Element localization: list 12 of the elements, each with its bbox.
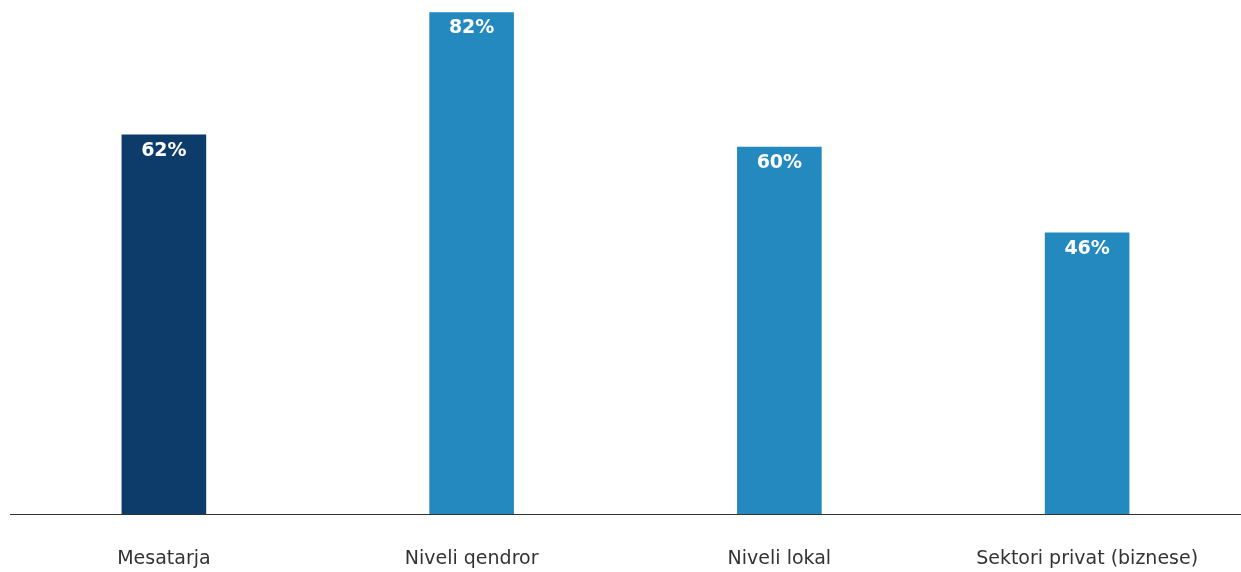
- bar: [429, 12, 514, 514]
- data-label: 60%: [756, 149, 803, 172]
- data-label: 82%: [448, 15, 495, 38]
- bar: [737, 146, 822, 514]
- x-tick-label: Niveli qendror: [404, 545, 539, 568]
- data-label: 46%: [1064, 235, 1110, 258]
- data-label: 62%: [141, 137, 187, 160]
- x-tick-label: Mesatarja: [117, 545, 211, 568]
- bar: [121, 134, 207, 514]
- x-tick-label: Sektori privat (biznese): [976, 545, 1199, 568]
- bar: [1044, 232, 1130, 514]
- x-tick-label: Niveli lokal: [727, 545, 832, 568]
